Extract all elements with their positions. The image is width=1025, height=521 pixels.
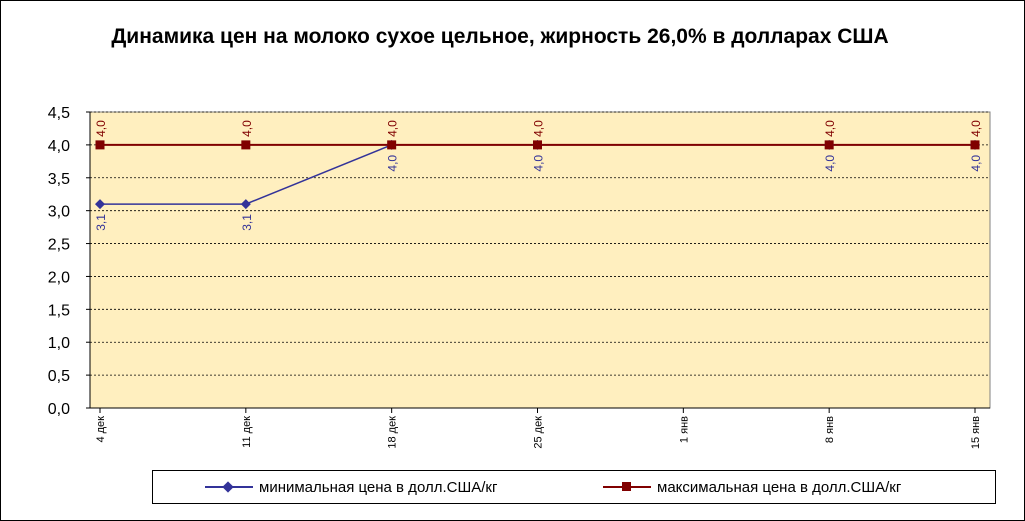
chart-title: Динамика цен на молоко сухое цельное, жи… bbox=[111, 25, 889, 48]
y-tick-label: 0,5 bbox=[48, 368, 70, 385]
y-tick-label: 4,0 bbox=[48, 138, 70, 155]
y-tick-label: 4,5 bbox=[48, 105, 70, 122]
data-label-max: 4,0 bbox=[94, 120, 108, 137]
y-tick-label: 2,0 bbox=[48, 269, 70, 286]
data-label-max: 4,0 bbox=[969, 120, 983, 137]
x-tick-label: 1 янв bbox=[678, 416, 690, 443]
data-label-min: 4,0 bbox=[386, 155, 400, 172]
data-label-min: 4,0 bbox=[532, 155, 546, 172]
point-min bbox=[95, 199, 105, 210]
data-label-min: 3,1 bbox=[240, 214, 254, 231]
x-tick-label: 4 дек bbox=[95, 416, 107, 443]
data-label-min: 4,0 bbox=[823, 155, 837, 172]
y-tick-label: 3,5 bbox=[48, 171, 70, 188]
point-max bbox=[970, 140, 980, 150]
x-tick-label: 18 дек bbox=[387, 416, 399, 449]
point-max bbox=[387, 140, 397, 150]
y-tick-label: 2,5 bbox=[48, 237, 70, 254]
legend-item-max: максимальная цена в долл.США/кг bbox=[603, 471, 901, 503]
point-max bbox=[533, 140, 542, 150]
y-tick-label: 1,0 bbox=[48, 335, 70, 352]
legend-label-min: минимальная цена в долл.США/кг bbox=[259, 478, 498, 496]
x-tick-label: 25 дек bbox=[533, 416, 545, 449]
legend-label-max: максимальная цена в долл.США/кг bbox=[657, 478, 902, 496]
data-label-min: 3,1 bbox=[94, 214, 108, 231]
legend: минимальная цена в долл.США/кг максималь… bbox=[152, 470, 996, 504]
data-label-max: 4,0 bbox=[532, 120, 546, 137]
point-min bbox=[240, 199, 251, 210]
plot-area bbox=[89, 111, 991, 409]
x-tick-label: 11 дек bbox=[241, 416, 253, 448]
y-tick-label: 3,0 bbox=[48, 204, 70, 221]
data-label-max: 4,0 bbox=[823, 120, 837, 137]
legend-symbol-min bbox=[205, 480, 253, 494]
point-max bbox=[241, 140, 251, 150]
y-tick-label: 0,0 bbox=[48, 401, 70, 418]
x-tick-label: 15 янв bbox=[970, 416, 982, 449]
point-max bbox=[824, 140, 834, 150]
legend-item-min: минимальная цена в долл.США/кг bbox=[205, 471, 497, 503]
line-chart: 0,0 0,5 1,0 1,5 2,0 2,5 3,0 3,5 4,0 4,5 4 дек 11 де… bbox=[48, 105, 991, 449]
data-label-min: 4,0 bbox=[969, 155, 983, 172]
data-label-max: 4,0 bbox=[386, 120, 400, 137]
data-label-max: 4,0 bbox=[240, 120, 254, 137]
y-tick-label: 1,5 bbox=[48, 302, 70, 319]
x-tick-label: 8 янв bbox=[824, 416, 836, 443]
legend-symbol-max bbox=[603, 480, 651, 494]
point-max bbox=[95, 140, 105, 150]
